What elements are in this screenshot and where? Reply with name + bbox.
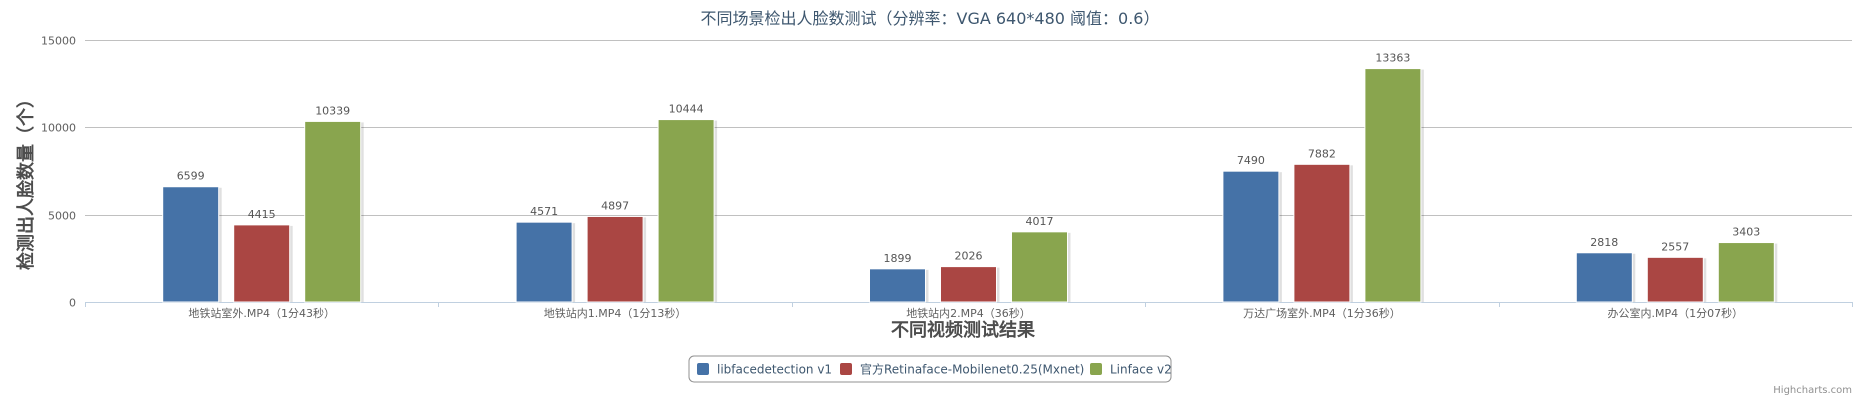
y-tick-label: 15000: [41, 35, 76, 48]
bar: [1717, 242, 1775, 303]
grid-lines: [85, 40, 1852, 303]
x-tick-label: 万达广场室外.MP4（1分36秒）: [1243, 306, 1401, 320]
legend-label: Linface v2: [1110, 363, 1172, 377]
x-axis-ticks: 地铁站室外.MP4（1分43秒） 地铁站内1.MP4（1分13秒） 地铁站内2.MP…: [85, 302, 1853, 320]
legend-item[interactable]: 官方Retinaface-Mobilenet0.25(Mxnet): [840, 362, 1084, 377]
data-label: 4571: [530, 205, 558, 218]
data-label: 10339: [315, 104, 350, 117]
x-tick-label: 地铁站内1.MP4（1分13秒）: [544, 306, 687, 320]
y-axis-ticks: 0 5000 10000 15000: [41, 35, 76, 310]
credits-text: Highcharts.com: [1773, 385, 1852, 396]
data-label: 6599: [177, 170, 205, 183]
bar: [162, 186, 220, 303]
bar: [1293, 163, 1351, 303]
y-tick-label: 10000: [41, 122, 76, 135]
data-label: 2557: [1661, 240, 1689, 253]
y-tick-label: 0: [69, 297, 76, 310]
data-label: 7490: [1237, 154, 1265, 167]
y-tick-label: 5000: [48, 210, 76, 223]
x-tick-label: 地铁站内2.MP4（36秒）: [906, 306, 1031, 320]
data-label: 4415: [248, 208, 276, 221]
x-axis-title: 不同视频测试结果: [891, 319, 1036, 341]
y-axis-title: 检测出人脸数量（个）: [15, 90, 37, 270]
legend-label: libfacedetection v1: [717, 363, 832, 377]
bar: [1575, 252, 1633, 303]
legend-swatch: [1090, 363, 1102, 375]
chart-title: 不同场景检出人脸数测试（分辨率：VGA 640*480 阈值：0.6）: [701, 9, 1160, 28]
legend-item[interactable]: libfacedetection v1: [697, 363, 832, 377]
legend-box: [688, 355, 1172, 383]
data-label: 3403: [1732, 226, 1760, 239]
bar: [869, 268, 926, 303]
bar: [1222, 170, 1280, 303]
bar: [304, 120, 362, 303]
bar: [586, 215, 644, 303]
bar: [515, 221, 573, 303]
data-labels: 6599 4571 1899 7490 2818 4415 4897 2026 7882 2557…: [177, 52, 1761, 265]
bar: [233, 224, 291, 303]
data-label: 7882: [1308, 147, 1336, 160]
legend-label: 官方Retinaface-Mobilenet0.25(Mxnet): [860, 362, 1084, 377]
legend: libfacedetection v1 官方Retinaface-Mobilene…: [688, 355, 1172, 383]
data-label: 10444: [669, 103, 704, 116]
data-label: 2026: [955, 250, 983, 263]
data-label: 13363: [1375, 52, 1410, 65]
data-label: 4897: [601, 199, 629, 212]
legend-swatch: [840, 363, 852, 375]
bars: [162, 68, 1778, 303]
data-label: 2818: [1590, 236, 1618, 249]
x-tick-label: 地铁站室外.MP4（1分43秒）: [188, 306, 335, 320]
bar: [940, 266, 997, 303]
legend-item[interactable]: Linface v2: [1090, 363, 1172, 377]
data-label: 1899: [884, 252, 912, 265]
bar: [1011, 231, 1068, 303]
bar: [657, 119, 715, 303]
legend-swatch: [697, 363, 709, 375]
bar: [1364, 68, 1422, 303]
data-label: 4017: [1026, 215, 1054, 228]
bar: [1646, 256, 1704, 303]
x-tick-label: 办公室内.MP4（1分07秒）: [1607, 306, 1743, 320]
